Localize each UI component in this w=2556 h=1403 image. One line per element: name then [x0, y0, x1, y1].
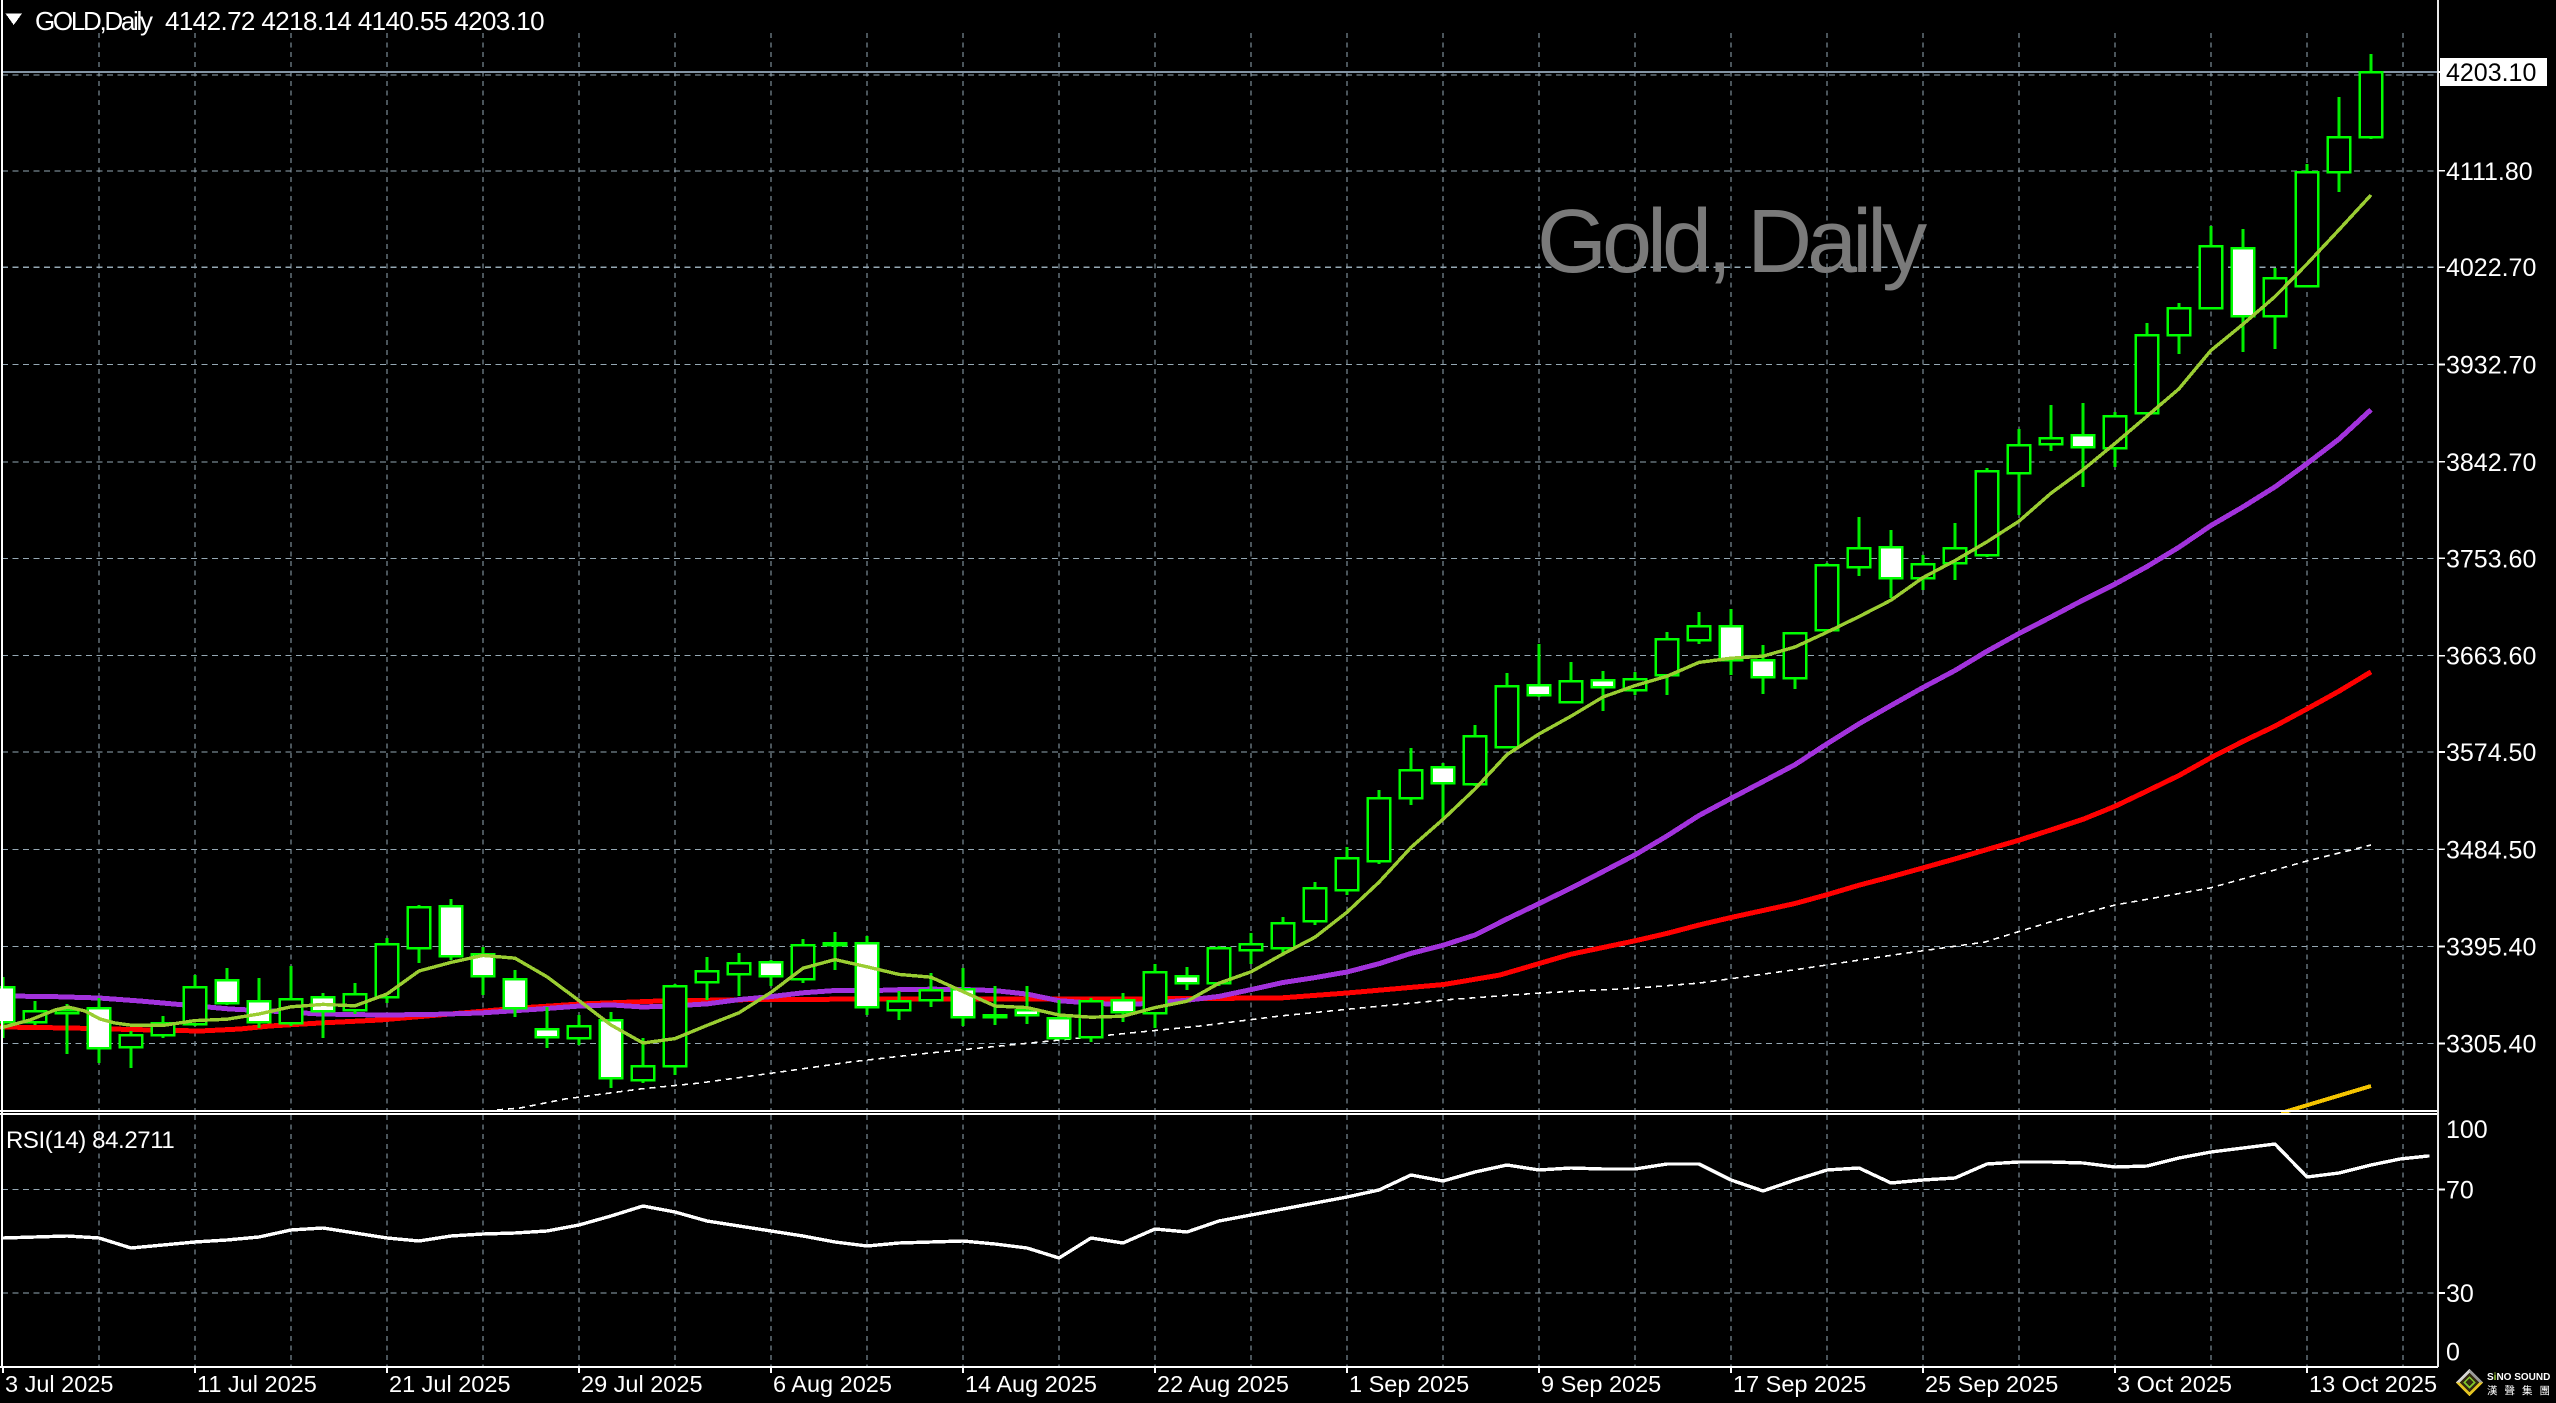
svg-text:11 Jul 2025: 11 Jul 2025	[197, 1371, 317, 1397]
svg-text:GOLD,Daily: GOLD,Daily	[35, 6, 153, 36]
svg-text:6 Aug 2025: 6 Aug 2025	[773, 1371, 892, 1397]
svg-text:14 Aug 2025: 14 Aug 2025	[965, 1371, 1097, 1397]
svg-text:漢聲集團: 漢聲集團	[2487, 1384, 2556, 1397]
svg-text:Gold, Daily: Gold, Daily	[1537, 192, 1927, 292]
svg-text:4203.10: 4203.10	[2446, 59, 2536, 87]
svg-text:RSI(14) 84.2711: RSI(14) 84.2711	[6, 1127, 174, 1154]
svg-text:3932.70: 3932.70	[2446, 352, 2536, 380]
svg-text:25 Sep 2025: 25 Sep 2025	[1925, 1371, 2058, 1397]
svg-text:3305.40: 3305.40	[2446, 1031, 2536, 1059]
svg-text:3574.50: 3574.50	[2446, 739, 2536, 767]
svg-text:3842.70: 3842.70	[2446, 449, 2536, 477]
svg-text:3395.40: 3395.40	[2446, 934, 2536, 962]
svg-text:30: 30	[2446, 1280, 2474, 1308]
svg-text:29 Jul 2025: 29 Jul 2025	[581, 1371, 703, 1397]
svg-text:4142.72 4218.14 4140.55 4203.1: 4142.72 4218.14 4140.55 4203.10	[165, 6, 544, 36]
svg-text:3484.50: 3484.50	[2446, 836, 2536, 864]
svg-text:SiNO SOUND: SiNO SOUND	[2487, 1372, 2550, 1383]
svg-text:13 Oct 2025: 13 Oct 2025	[2309, 1371, 2437, 1397]
svg-text:22 Aug 2025: 22 Aug 2025	[1157, 1371, 1289, 1397]
svg-text:0: 0	[2446, 1339, 2460, 1367]
svg-text:17 Sep 2025: 17 Sep 2025	[1733, 1371, 1866, 1397]
svg-text:70: 70	[2446, 1177, 2474, 1205]
svg-text:3 Jul 2025: 3 Jul 2025	[5, 1371, 113, 1397]
svg-text:4111.80: 4111.80	[2446, 158, 2533, 186]
svg-text:3 Oct 2025: 3 Oct 2025	[2117, 1371, 2232, 1397]
svg-text:4022.70: 4022.70	[2446, 254, 2536, 282]
svg-text:9 Sep 2025: 9 Sep 2025	[1541, 1371, 1661, 1397]
svg-text:21 Jul 2025: 21 Jul 2025	[389, 1371, 511, 1397]
svg-text:3753.60: 3753.60	[2446, 545, 2536, 573]
svg-text:100: 100	[2446, 1116, 2488, 1144]
svg-text:1 Sep 2025: 1 Sep 2025	[1349, 1371, 1469, 1397]
svg-text:3663.60: 3663.60	[2446, 643, 2536, 671]
